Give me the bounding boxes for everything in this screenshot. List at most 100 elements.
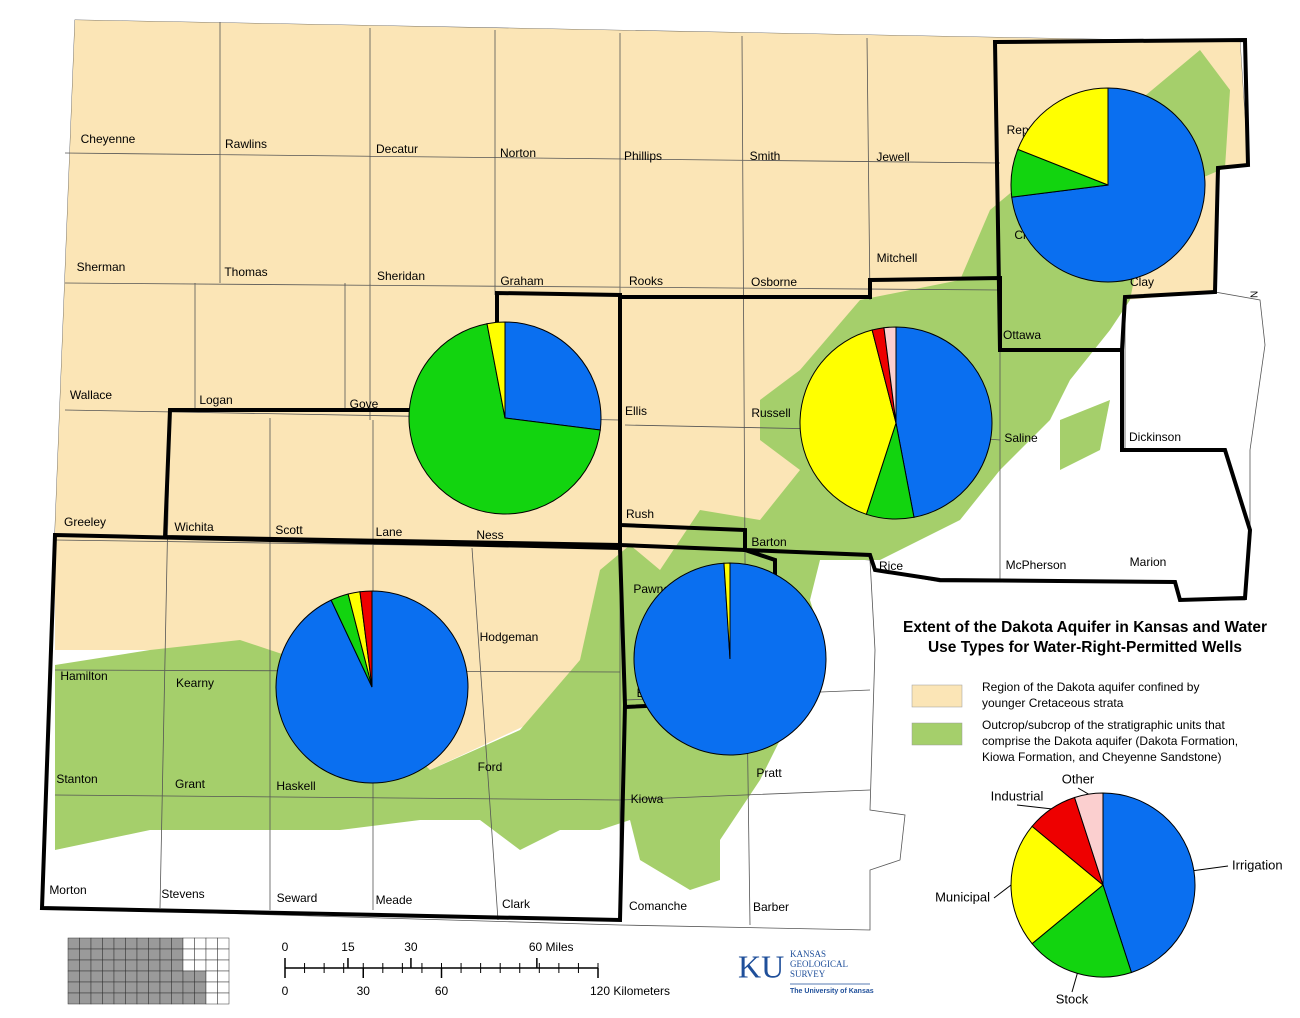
pie-slice bbox=[359, 590, 373, 688]
inset-county bbox=[125, 981, 138, 994]
scale-label: 30 bbox=[404, 940, 418, 954]
county-label: Barton bbox=[751, 535, 786, 549]
logo-mark: KU bbox=[738, 948, 784, 984]
county-label: Greeley bbox=[64, 515, 106, 529]
county-label: Clark bbox=[502, 897, 531, 911]
county-label: Cheyenne bbox=[81, 132, 136, 146]
inset-county bbox=[136, 981, 149, 994]
inset-county bbox=[205, 959, 218, 972]
county-label: Marion bbox=[1130, 555, 1167, 569]
inset-county bbox=[79, 981, 92, 994]
county-label: Ellis bbox=[625, 404, 647, 418]
inset-county bbox=[171, 948, 184, 961]
county-label: Kearny bbox=[176, 676, 214, 690]
pie-label: Irrigation bbox=[1232, 857, 1283, 872]
leader-line bbox=[993, 884, 1012, 899]
inset-county bbox=[102, 948, 115, 961]
county-label: Morton bbox=[49, 883, 86, 897]
north-label: N bbox=[1250, 291, 1261, 298]
county-label: Grant bbox=[175, 777, 206, 791]
inset-county bbox=[217, 937, 230, 950]
pie-slice bbox=[883, 326, 897, 424]
county-label: McPherson bbox=[1006, 558, 1067, 572]
inset-county bbox=[182, 992, 195, 1005]
inset-county bbox=[136, 937, 149, 950]
inset-county bbox=[102, 981, 115, 994]
inset-county bbox=[113, 970, 126, 983]
inset-county bbox=[67, 959, 80, 972]
inset-county bbox=[125, 948, 138, 961]
legend-text: younger Cretaceous strata bbox=[982, 696, 1124, 710]
inset-county bbox=[148, 959, 161, 972]
scale-label: 60 bbox=[435, 984, 449, 998]
county-label: Wallace bbox=[70, 388, 113, 402]
inset-county bbox=[79, 959, 92, 972]
county-label: Rawlins bbox=[225, 137, 267, 151]
pie-slice bbox=[1102, 792, 1196, 974]
county-label: Haskell bbox=[276, 779, 315, 793]
scale-label: 30 bbox=[357, 984, 371, 998]
leader-line bbox=[1016, 804, 1052, 810]
leader-line bbox=[1077, 787, 1089, 795]
county-label: Graham bbox=[500, 274, 543, 288]
inset-county bbox=[182, 981, 195, 994]
inset-county bbox=[79, 937, 92, 950]
inset-county bbox=[79, 970, 92, 983]
county-label: Hamilton bbox=[60, 669, 107, 683]
pie-slice bbox=[504, 321, 602, 431]
inset-county bbox=[79, 948, 92, 961]
inset-county bbox=[182, 959, 195, 972]
county-labels: Cheyenne Rawlins Decatur Norton Phillips Smit… bbox=[49, 123, 1181, 914]
inset-county bbox=[171, 959, 184, 972]
inset-county bbox=[102, 970, 115, 983]
inset-county bbox=[194, 981, 207, 994]
county-label: Logan bbox=[199, 393, 232, 407]
legend: Region of the Dakota aquifer confined by… bbox=[911, 680, 1238, 764]
inset-county bbox=[67, 992, 80, 1005]
inset-county bbox=[125, 970, 138, 983]
inset-county bbox=[136, 970, 149, 983]
county-label: Sheridan bbox=[377, 269, 425, 283]
pie-label: Other bbox=[1062, 771, 1095, 786]
inset-county bbox=[90, 948, 103, 961]
county-label: Smith bbox=[750, 149, 781, 163]
scale-label: 0 bbox=[282, 940, 289, 954]
inset-county bbox=[194, 948, 207, 961]
inset-county bbox=[171, 992, 184, 1005]
inset-county bbox=[136, 992, 149, 1005]
inset-county bbox=[159, 992, 172, 1005]
outcrop-region bbox=[55, 50, 1230, 890]
inset-county bbox=[182, 970, 195, 983]
pie-slice bbox=[723, 562, 731, 660]
legend-swatch bbox=[911, 722, 963, 746]
legend-swatch bbox=[911, 684, 963, 708]
county-label: Thomas bbox=[224, 265, 267, 279]
county-label: Rice bbox=[879, 559, 903, 573]
county-label: Stanton bbox=[56, 772, 97, 786]
legend-text: Outcrop/subcrop of the stratigraphic uni… bbox=[982, 718, 1225, 732]
inset-county bbox=[217, 981, 230, 994]
pie-slice bbox=[1017, 87, 1109, 186]
inset-county bbox=[217, 992, 230, 1005]
pie-slice bbox=[895, 326, 993, 518]
county-label: Russell bbox=[751, 406, 790, 420]
inset-county bbox=[205, 981, 218, 994]
outcrop-region bbox=[1060, 400, 1110, 470]
inset-county bbox=[90, 992, 103, 1005]
inset-county bbox=[217, 959, 230, 972]
county-label: Wichita bbox=[174, 520, 214, 534]
inset-county bbox=[102, 959, 115, 972]
inset-county bbox=[182, 948, 195, 961]
inset-county bbox=[90, 981, 103, 994]
logo-line: KANSAS bbox=[790, 949, 826, 959]
pie-label: Industrial bbox=[991, 788, 1044, 803]
county-label: Kiowa bbox=[631, 792, 664, 806]
title-line: Extent of the Dakota Aquifer in Kansas a… bbox=[903, 619, 1267, 636]
scale-label: 0 bbox=[282, 984, 289, 998]
title-line: Use Types for Water-Right-Permitted Well… bbox=[928, 639, 1242, 656]
inset-county bbox=[67, 948, 80, 961]
logo-line: SURVEY bbox=[790, 969, 826, 979]
county-label: Norton bbox=[500, 146, 536, 160]
county-label: Decatur bbox=[376, 142, 418, 156]
